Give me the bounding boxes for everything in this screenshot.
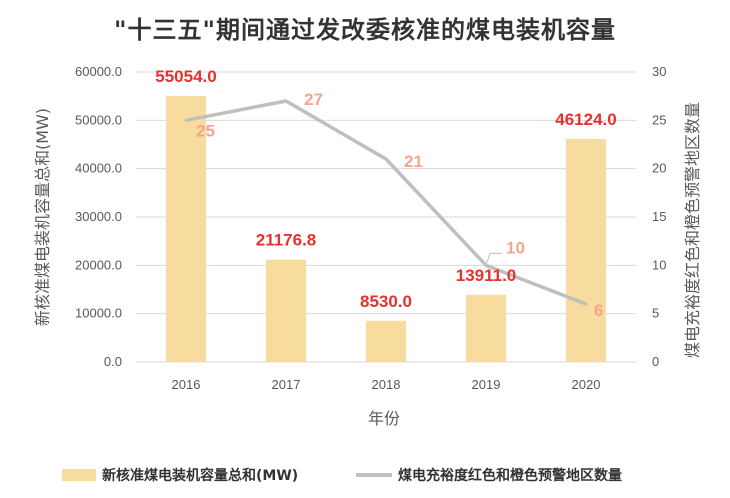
bar-data-labels: 55054.0 21176.8 8530.0 13911.0 46124.0 — [155, 67, 616, 311]
bar — [466, 294, 506, 362]
y-tick-label-right: 30 — [652, 64, 666, 79]
y-tick-label-left: 50000.0 — [75, 112, 122, 127]
bar — [266, 259, 306, 362]
bar — [566, 139, 606, 362]
chart-plot: 0.010000.020000.030000.040000.050000.060… — [33, 64, 702, 428]
y-tick-label-right: 10 — [652, 257, 666, 272]
x-axis-ticks: 2016 2017 2018 2019 2020 — [172, 377, 601, 392]
y-tick-label-right: 15 — [652, 209, 666, 224]
legend-label-bar: 新核准煤电装机容量总和(MW) — [102, 468, 299, 484]
line-value-label: 10 — [506, 238, 525, 257]
line-series — [184, 99, 588, 306]
line-point — [384, 157, 388, 161]
bar-value-label: 13911.0 — [456, 266, 517, 285]
y-tick-label-right: 5 — [652, 306, 659, 321]
y-tick-label-right: 25 — [652, 112, 666, 127]
y-axis-title-left: 新核准煤电装机容量总和(MW) — [33, 108, 52, 326]
x-tick-label: 2019 — [472, 377, 501, 392]
line-value-label: 25 — [196, 121, 215, 140]
y-tick-label-left: 20000.0 — [75, 257, 122, 272]
y-tick-label-left: 40000.0 — [75, 161, 122, 176]
x-tick-label: 2020 — [572, 377, 601, 392]
y-tick-label-right: 20 — [652, 161, 666, 176]
line-value-label: 6 — [594, 301, 603, 320]
y-tick-label-left: 0.0 — [104, 354, 122, 369]
y-tick-label-right: 0 — [652, 354, 659, 369]
gridlines — [136, 71, 636, 363]
legend-label-line: 煤电充裕度红色和橙色预警地区数量 — [398, 468, 622, 484]
legend-item-line: 煤电充裕度红色和橙色预警地区数量 — [356, 465, 622, 485]
bar — [366, 320, 406, 362]
bar-value-label: 21176.8 — [256, 231, 317, 250]
bar-value-label: 8530.0 — [360, 292, 412, 311]
legend-swatch-bar — [62, 469, 96, 481]
line-value-label: 27 — [304, 90, 323, 109]
y-tick-label-left: 10000.0 — [75, 306, 122, 321]
bar-value-label: 46124.0 — [555, 110, 616, 129]
bar-value-label: 55054.0 — [155, 67, 216, 86]
bar-series — [166, 95, 606, 362]
line-value-label: 21 — [404, 152, 423, 171]
line-data-labels: 25 27 21 10 6 — [196, 90, 603, 320]
bar — [166, 95, 206, 362]
legend: 新核准煤电装机容量总和(MW) 煤电充裕度红色和橙色预警地区数量 — [0, 465, 730, 489]
y-tick-label-left: 30000.0 — [75, 209, 122, 224]
y-axis-title-right: 煤电充裕度红色和橙色预警地区数量 — [683, 102, 702, 358]
line-point — [584, 302, 588, 306]
x-tick-label: 2016 — [172, 377, 201, 392]
line-path — [185, 99, 587, 306]
legend-item-bar: 新核准煤电装机容量总和(MW) — [62, 465, 298, 485]
line-point — [184, 118, 188, 122]
line-point — [284, 99, 288, 103]
right-axis-ticks: 0 5 10 15 20 25 30 — [652, 64, 666, 369]
x-tick-label: 2017 — [272, 377, 301, 392]
x-tick-label: 2018 — [372, 377, 401, 392]
y-tick-label-left: 60000.0 — [75, 64, 122, 79]
left-axis-ticks: 0.0 10000.0 20000.0 30000.0 40000.0 50000.0 60… — [75, 64, 122, 369]
legend-swatch-line — [356, 473, 392, 477]
chart-title: "十三五"期间通过发改委核准的煤电装机容量 — [113, 16, 616, 44]
leader-line — [485, 252, 502, 266]
x-axis-title: 年份 — [368, 409, 400, 428]
